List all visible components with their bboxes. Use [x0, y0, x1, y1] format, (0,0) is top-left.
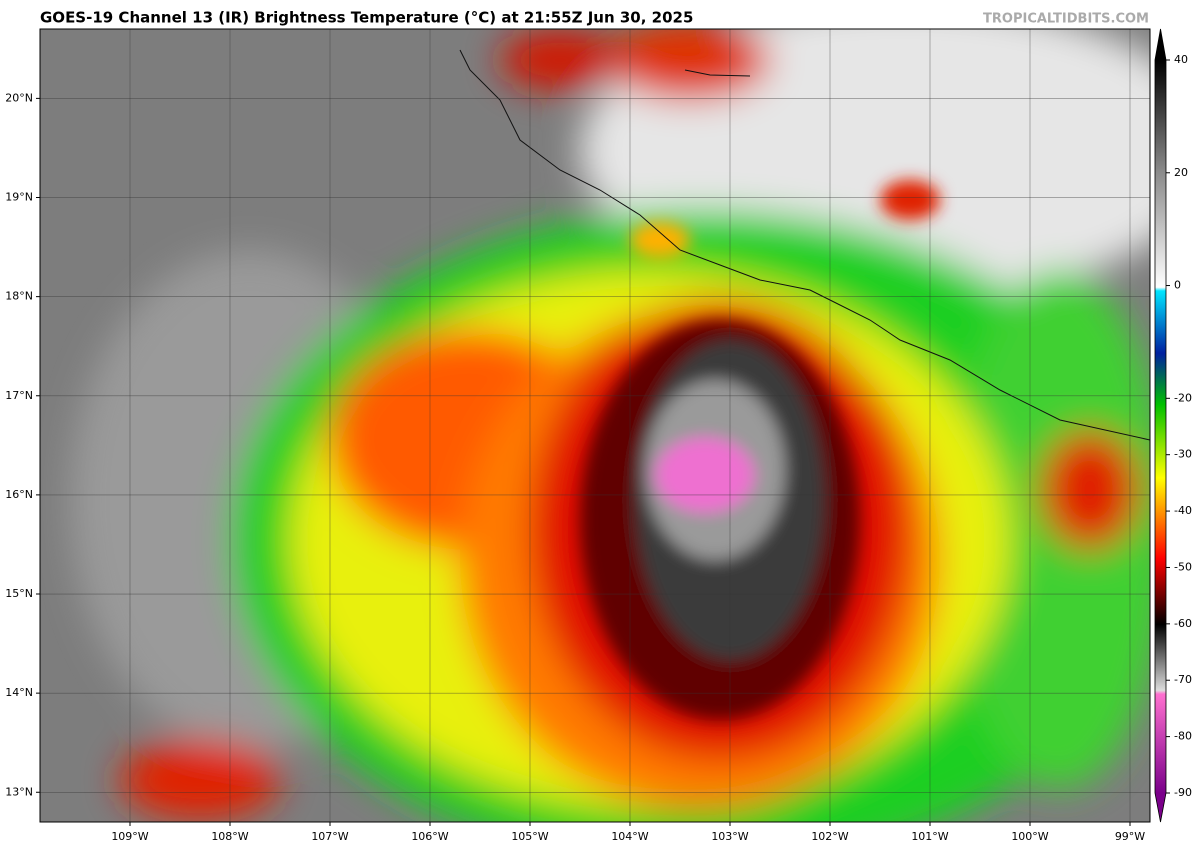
- lon-label: 103°W: [711, 830, 748, 843]
- lon-label: 101°W: [911, 830, 948, 843]
- colorbar-label: 0: [1174, 279, 1181, 292]
- colorbar: [1155, 60, 1166, 793]
- lon-label: 107°W: [311, 830, 348, 843]
- map-frame: [39, 28, 1151, 823]
- lat-label: 18°N: [5, 290, 33, 303]
- colorbar-label: 20: [1174, 166, 1188, 179]
- colorbar-label: 40: [1174, 53, 1188, 66]
- coastline: [684, 69, 751, 77]
- colorbar-label: -60: [1174, 617, 1192, 630]
- colorbar-label: -50: [1174, 560, 1192, 573]
- title: GOES-19 Channel 13 (IR) Brightness Tempe…: [40, 9, 693, 27]
- colorbar-bottom-arrow: [1155, 793, 1166, 822]
- colorbar-top-arrow: [1155, 29, 1166, 60]
- colorbar-label: -90: [1174, 786, 1192, 799]
- lon-label: 106°W: [411, 830, 448, 843]
- lat-label: 16°N: [5, 488, 33, 501]
- lon-label: 102°W: [811, 830, 848, 843]
- lat-label: 14°N: [5, 686, 33, 699]
- lon-label: 104°W: [611, 830, 648, 843]
- lon-label: 99°W: [1115, 830, 1145, 843]
- lat-label: 13°N: [5, 785, 33, 798]
- colorbar-label: -40: [1174, 504, 1192, 517]
- colorbar-label: -70: [1174, 673, 1192, 686]
- lat-label: 19°N: [5, 191, 33, 204]
- lat-label: 15°N: [5, 587, 33, 600]
- colorbar-label: -80: [1174, 730, 1192, 743]
- imagery: [40, 29, 1150, 822]
- lon-label: 109°W: [111, 830, 148, 843]
- lon-label: 100°W: [1011, 830, 1048, 843]
- lat-label: 17°N: [5, 389, 33, 402]
- coastline: [459, 49, 1150, 441]
- lon-label: 105°W: [511, 830, 548, 843]
- lat-label: 20°N: [5, 91, 33, 104]
- colorbar-label: -20: [1174, 391, 1192, 404]
- lon-label: 108°W: [211, 830, 248, 843]
- colorbar-label: -30: [1174, 448, 1192, 461]
- watermark: TROPICALTIDBITS.COM: [983, 12, 1149, 27]
